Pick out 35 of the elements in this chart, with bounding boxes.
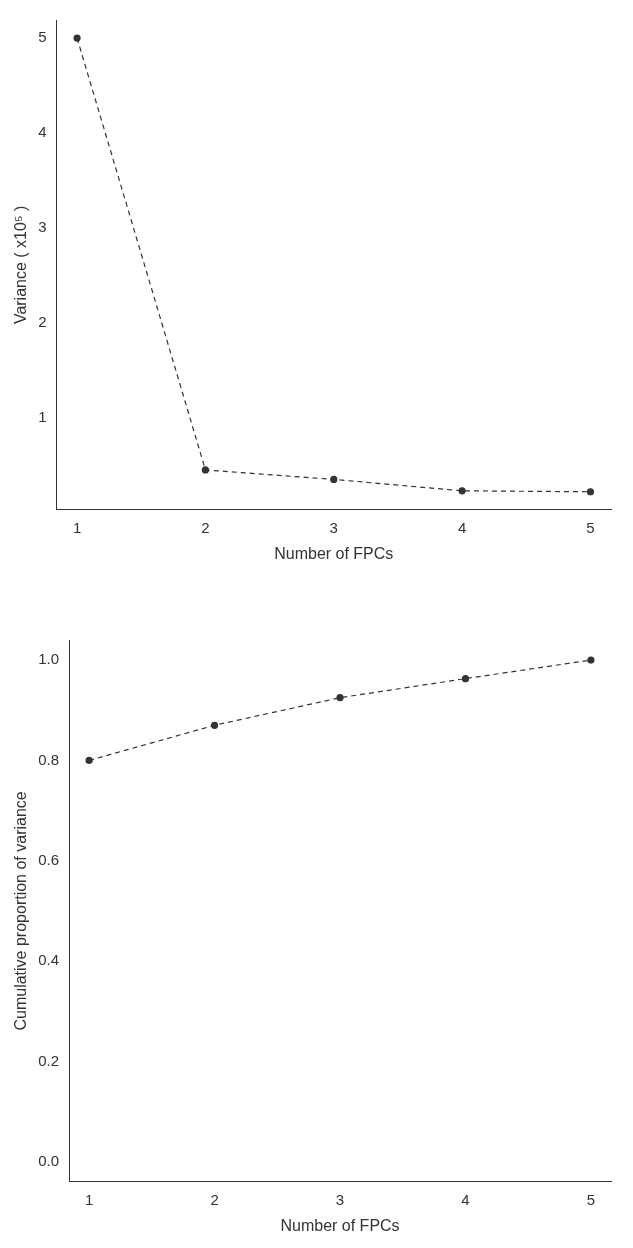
x-tick-label: 1 <box>84 1190 94 1208</box>
y-axis-title: Variance ( x10⁵ ) <box>12 205 30 325</box>
x-tick-label: 5 <box>586 1190 596 1208</box>
point <box>210 721 219 729</box>
x-axis-title: Number of FPCs <box>274 544 394 562</box>
x-tick-label: 3 <box>335 1190 345 1208</box>
x-tick-label: 3 <box>329 518 338 536</box>
point <box>73 34 81 42</box>
y-tick-label: 1.0 <box>38 650 60 668</box>
y-tick-label: 0.8 <box>38 750 60 768</box>
x-tick-label: 4 <box>461 1190 470 1208</box>
point <box>458 487 466 495</box>
y-tick-label: 0.2 <box>38 1051 60 1069</box>
y-tick-label: 0.6 <box>38 850 60 868</box>
x-tick-label: 2 <box>201 518 210 536</box>
y-tick-label: 1 <box>38 407 47 425</box>
x-axis-title: Number of FPCs <box>280 1216 400 1234</box>
point <box>330 475 338 484</box>
y-tick-label: 2 <box>38 312 47 330</box>
x-tick-label: 2 <box>210 1190 219 1208</box>
point <box>586 488 595 496</box>
point <box>201 466 210 474</box>
point <box>85 756 93 764</box>
y-axis-title: Cumulative proportion of variance <box>12 791 30 1031</box>
point <box>336 694 344 702</box>
y-tick-label: 5 <box>38 28 47 46</box>
y-tick-label: 0.4 <box>38 951 60 969</box>
point <box>587 656 595 664</box>
x-tick-label: 1 <box>72 518 82 536</box>
y-tick-label: 0.0 <box>38 1151 60 1169</box>
x-tick-label: 5 <box>586 518 595 536</box>
point <box>461 675 470 683</box>
y-tick-label: 3 <box>38 218 47 236</box>
y-tick-label: 4 <box>38 123 47 141</box>
x-tick-label: 4 <box>457 518 467 536</box>
